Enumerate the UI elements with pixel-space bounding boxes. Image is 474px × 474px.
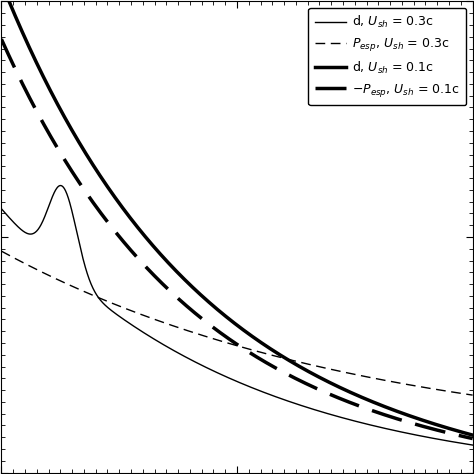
Legend: d, $U_{sh}$ = 0.3c, $P_{esp}$, $U_{sh}$ = 0.3c, d, $U_{sh}$ = 0.1c, $-P_{esp}$, : d, $U_{sh}$ = 0.3c, $P_{esp}$, $U_{sh}$ … (309, 8, 466, 105)
